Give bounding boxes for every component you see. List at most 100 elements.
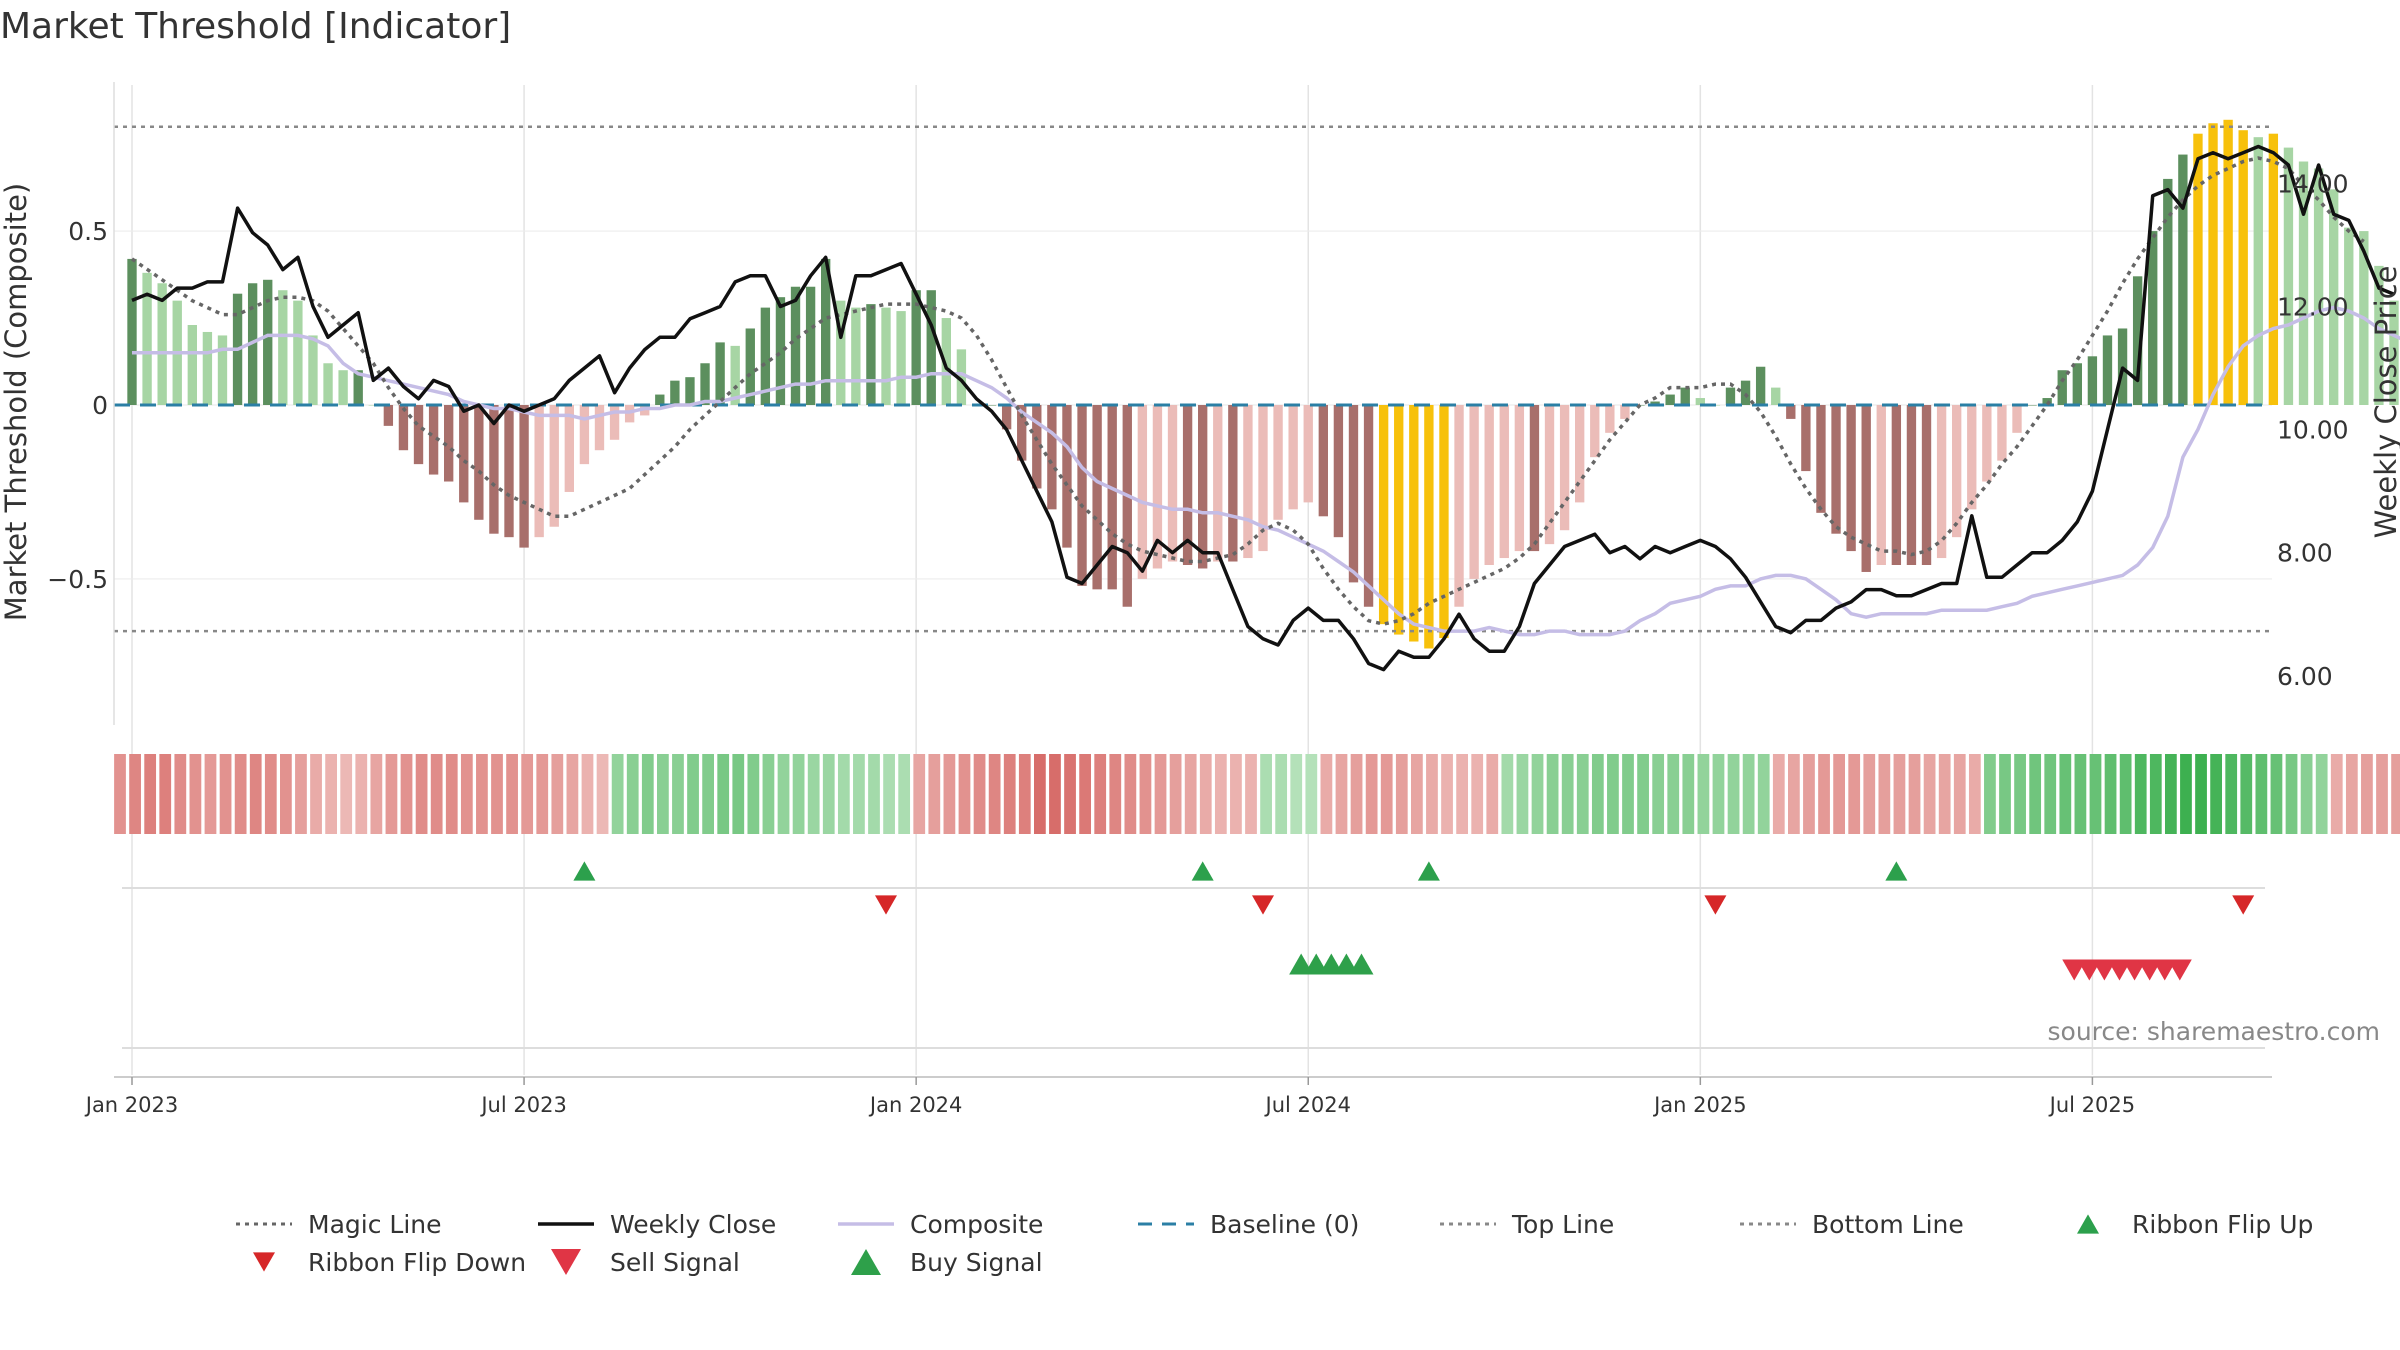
ribbon-cell [837, 754, 850, 834]
composite-bar [2313, 168, 2324, 405]
composite-bar [775, 297, 786, 405]
buy-signal-marker [1304, 953, 1329, 975]
ribbon-strip [114, 754, 2400, 834]
ribbon-cell [1818, 754, 1830, 834]
composite-bar [685, 377, 695, 405]
composite-bar [1544, 405, 1555, 545]
ribbon-cell [822, 754, 835, 834]
composite-bar [1409, 405, 1419, 642]
chart-title: Market Threshold [Indicator] [0, 6, 511, 47]
composite-bar [1831, 405, 1841, 534]
ribbon-cell [1441, 754, 1453, 834]
ribbon-cell [581, 754, 594, 834]
composite-bar [1695, 398, 1705, 405]
composite-bar [1001, 405, 1012, 430]
ribbon-cell [219, 754, 232, 834]
composite-line [132, 305, 2400, 637]
ribbon-cell [1697, 754, 1710, 834]
composite-bar [594, 405, 605, 451]
x-tick-label: Jan 2024 [868, 1093, 963, 1117]
composite-bar [2389, 300, 2399, 405]
sell-signal-marker [2107, 959, 2132, 981]
ribbon-cell [1803, 754, 1815, 834]
sell-signal-marker [2122, 959, 2147, 981]
ribbon-cell [174, 754, 187, 834]
grid-layer [114, 85, 2272, 1075]
composite-bar [1876, 405, 1886, 565]
composite-bar [760, 307, 771, 405]
ribbon-cell [445, 754, 458, 834]
ribbon-cell [928, 754, 941, 834]
composite-bar [2253, 137, 2263, 405]
legend-label: Weekly Close [610, 1210, 776, 1239]
ribbon-cell [1033, 754, 1046, 834]
ribbon-cell [2240, 754, 2253, 834]
sell-signal-marker [2092, 959, 2117, 981]
composite-bar [368, 405, 378, 406]
composite-bar [2238, 130, 2248, 405]
ribbon-cell [1848, 754, 1861, 834]
composite-bar [1665, 394, 1675, 405]
ribbon-cell [913, 754, 926, 834]
buy-signal-marker [1349, 953, 1374, 975]
ribbon-cell [310, 754, 322, 834]
ribbon-cell [1395, 754, 1408, 834]
composite-bar [1137, 405, 1148, 579]
composite-bar [821, 258, 831, 405]
composite-bar [956, 349, 967, 405]
composite-bar [1921, 405, 1932, 565]
legend-item: Top Line [1440, 1210, 1614, 1239]
composite-bar [1228, 405, 1238, 562]
ribbon-cell [717, 754, 730, 834]
sell-signal-marker [2077, 959, 2102, 981]
ribbon-cell [1772, 754, 1785, 834]
ribbon-cell [2029, 754, 2042, 834]
composite-bar [2329, 189, 2339, 405]
ribbon-cell [1456, 754, 1469, 834]
composite-bar [444, 405, 454, 482]
ribbon-cell [2089, 754, 2102, 834]
composite-bar [217, 335, 228, 405]
ribbon-cell [189, 754, 202, 834]
composite-bar [1092, 405, 1102, 590]
composite-bar [1439, 405, 1449, 639]
ribbon-cell [2074, 754, 2087, 834]
ribbon-flip-down-marker [875, 895, 897, 915]
composite-bar [1182, 405, 1193, 565]
ribbon-cell [2391, 754, 2400, 834]
ribbon-cell [1833, 754, 1846, 834]
buy-signal-marker [1319, 953, 1344, 975]
composite-bar [1936, 405, 1947, 559]
ribbon-cell [460, 754, 473, 834]
composite-bar [1394, 405, 1404, 635]
composite-bar [2344, 227, 2354, 405]
ribbon-cell [853, 754, 865, 834]
ribbon-cell [898, 754, 911, 834]
ribbon-cell [1546, 754, 1559, 834]
legend-label: Ribbon Flip Down [308, 1248, 526, 1277]
ribbon-cell [777, 754, 790, 834]
x-tick-label: Jan 2023 [84, 1093, 179, 1117]
ribbon-cell [2315, 754, 2328, 834]
composite-bar [2193, 133, 2203, 405]
composite-bar [881, 307, 891, 405]
composite-bar [2208, 123, 2218, 406]
composite-bar [293, 300, 303, 405]
ribbon-cell [2180, 754, 2192, 834]
ribbon-cell [1290, 754, 1303, 834]
composite-bar [2298, 161, 2309, 405]
composite-bar [187, 325, 197, 405]
composite-bars [127, 119, 2399, 649]
composite-bar [1378, 405, 1389, 625]
ribbon-cell [1742, 754, 1755, 834]
composite-bar [1906, 405, 1917, 565]
composite-bar [1861, 405, 1871, 572]
legend-item: Baseline (0) [1138, 1210, 1359, 1239]
composite-bar [1982, 405, 1992, 482]
composite-bar [1816, 405, 1826, 513]
ribbon-cell [656, 754, 669, 834]
ribbon-cell [204, 754, 217, 834]
ribbon-cell [249, 754, 262, 834]
composite-bar [1333, 405, 1344, 538]
legend-label: Ribbon Flip Up [2132, 1210, 2313, 1239]
